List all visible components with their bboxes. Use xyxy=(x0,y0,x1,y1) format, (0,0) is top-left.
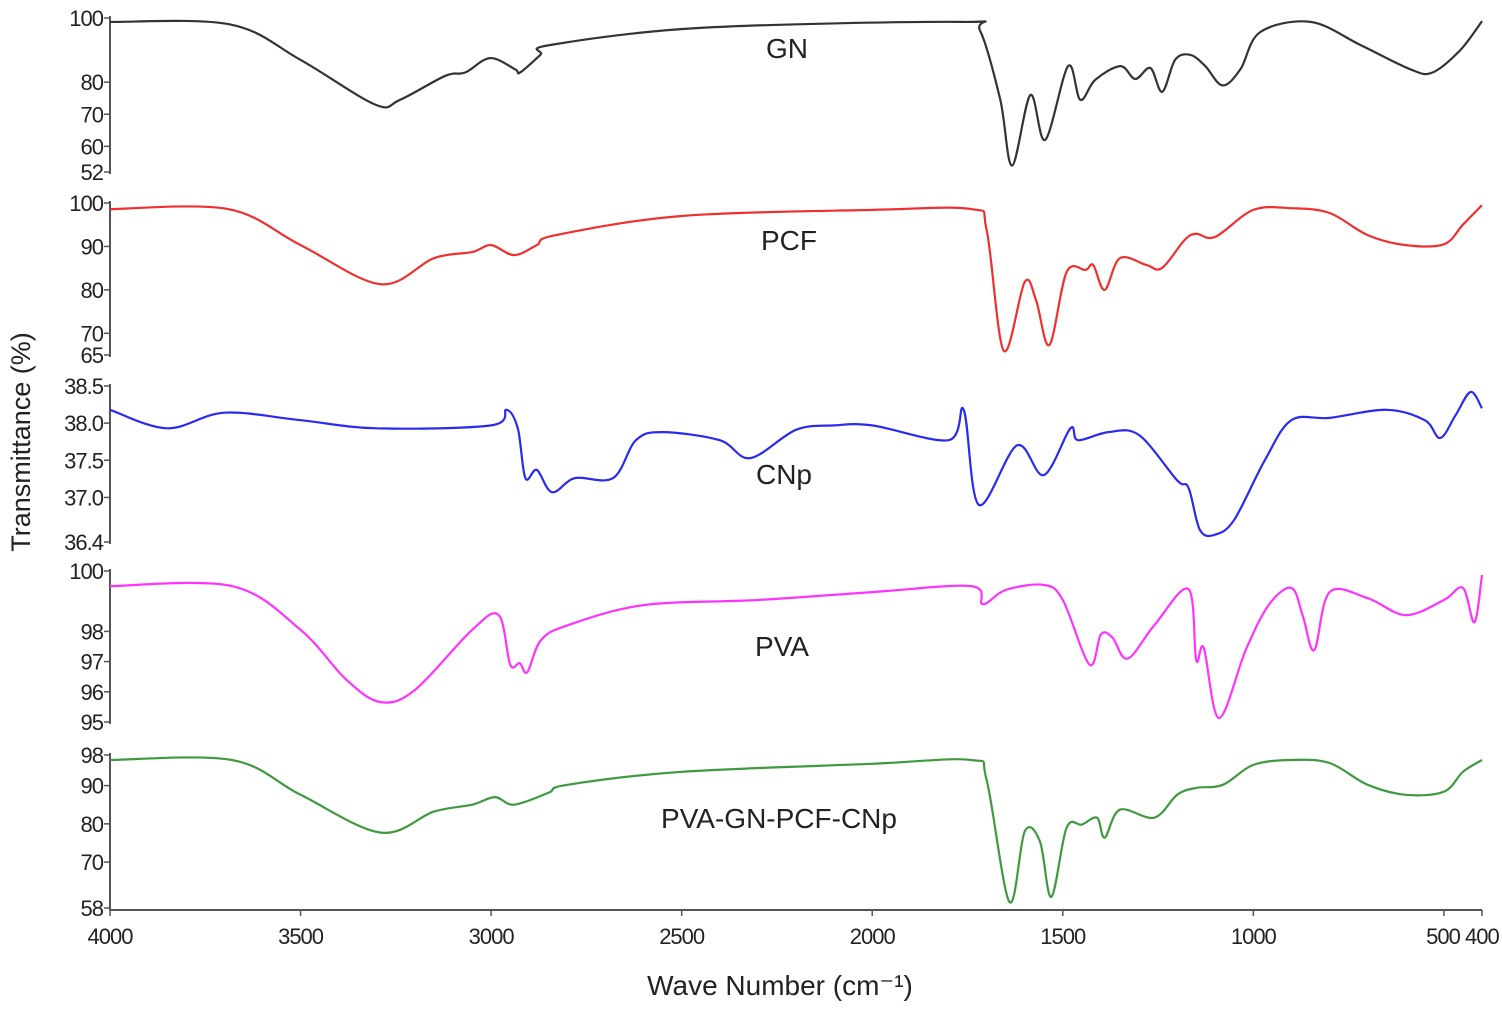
x-axis-label: Wave Number (cm⁻¹) xyxy=(647,970,913,1001)
y-tick-label: 90 xyxy=(81,234,104,259)
x-tick-label: 3000 xyxy=(469,924,515,949)
y-tick-label: 37.0 xyxy=(64,485,104,510)
y-axis-label: Transmittance (%) xyxy=(6,332,36,552)
y-tick-label: 80 xyxy=(81,278,104,303)
y-tick-label: 70 xyxy=(81,102,104,127)
series-label: PVA xyxy=(755,631,809,662)
panel-cnp: 38.5 38.0 37.5 37.0 36.4 CNp xyxy=(64,374,1483,555)
series-label: PVA-GN-PCF-CNp xyxy=(661,803,897,834)
series-line-pcf xyxy=(109,204,1483,353)
x-tick-label: 2500 xyxy=(659,924,705,949)
panel-pva: 100 98 97 96 95 PVA xyxy=(69,559,1484,735)
y-tick-label: 90 xyxy=(81,774,104,799)
y-tick-label: 60 xyxy=(81,134,104,159)
y-tick-label: 38.0 xyxy=(64,411,104,436)
series-line-gn xyxy=(109,19,1483,167)
panel-pva-gn-pcf-cnp: 98 90 80 70 58 PVA-GN-PCF-CNp xyxy=(81,743,1483,921)
y-tick-label: 96 xyxy=(81,680,104,705)
series-line-pva-gn-pcf-cnp xyxy=(109,756,1483,904)
series-line-cnp xyxy=(109,390,1483,538)
y-tick-label: 100 xyxy=(69,559,103,584)
x-tick-label: 2000 xyxy=(850,924,896,949)
series-label: CNp xyxy=(756,459,812,490)
y-tick-label: 97 xyxy=(81,650,104,675)
y-tick-label: 52 xyxy=(81,160,104,185)
y-tick-label: 98 xyxy=(81,619,104,644)
series-label: PCF xyxy=(761,225,817,256)
x-tick-label: 500 xyxy=(1426,924,1460,949)
x-tick-label: 1500 xyxy=(1040,924,1086,949)
y-tick-label: 98 xyxy=(81,743,104,768)
y-tick-label: 36.4 xyxy=(64,530,104,555)
x-tick-label: 4000 xyxy=(88,924,134,949)
y-tick-label: 37.5 xyxy=(64,448,104,473)
y-tick-label: 38.5 xyxy=(64,374,104,399)
y-tick-label: 100 xyxy=(69,191,103,216)
y-tick-label: 100 xyxy=(69,6,103,31)
y-tick-label: 70 xyxy=(81,321,104,346)
y-tick-label: 65 xyxy=(81,343,104,368)
y-tick-label: 95 xyxy=(81,710,104,735)
x-tick-label: 3500 xyxy=(278,924,324,949)
y-tick-label: 80 xyxy=(81,812,104,837)
series-line-pva xyxy=(109,574,1484,720)
y-tick-label: 80 xyxy=(81,70,104,95)
series-label: GN xyxy=(766,33,808,64)
y-tick-label: 58 xyxy=(81,896,104,921)
x-axis: 4000 3500 3000 2500 2000 1500 1000 500 400 xyxy=(88,909,1500,949)
x-tick-label: 1000 xyxy=(1231,924,1277,949)
x-tick-label: 400 xyxy=(1465,924,1499,949)
y-tick-label: 70 xyxy=(81,850,104,875)
